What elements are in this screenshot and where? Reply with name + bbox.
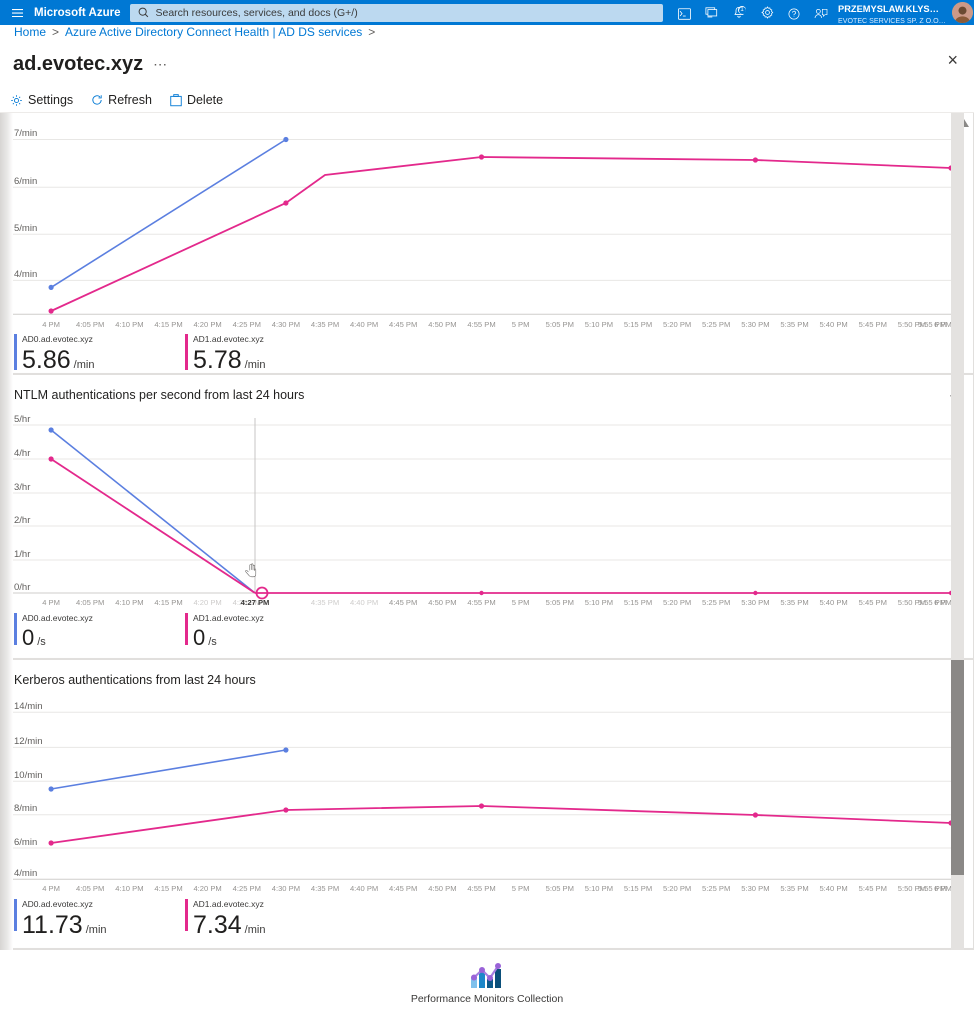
svg-text:5:45 PM: 5:45 PM xyxy=(859,598,887,607)
svg-text:4:15 PM: 4:15 PM xyxy=(154,320,182,329)
svg-text:4/hr: 4/hr xyxy=(14,448,30,459)
svg-text:4:55 PM: 4:55 PM xyxy=(467,320,495,329)
svg-text:4:05 PM: 4:05 PM xyxy=(76,320,104,329)
svg-text:4:55 PM: 4:55 PM xyxy=(467,598,495,607)
svg-text:4:05 PM: 4:05 PM xyxy=(76,598,104,607)
svg-text:4 PM: 4 PM xyxy=(42,320,60,329)
svg-text:4 PM: 4 PM xyxy=(42,598,60,607)
svg-text:5:15 PM: 5:15 PM xyxy=(624,320,652,329)
svg-text:4:10 PM: 4:10 PM xyxy=(115,884,143,893)
svg-text:4:20 PM: 4:20 PM xyxy=(193,320,221,329)
svg-text:6 PM: 6 PM xyxy=(934,320,952,329)
svg-text:5:25 PM: 5:25 PM xyxy=(702,884,730,893)
svg-text:5:10 PM: 5:10 PM xyxy=(585,320,613,329)
svg-text:4:45 PM: 4:45 PM xyxy=(389,884,417,893)
svg-text:6/min: 6/min xyxy=(14,837,37,848)
svg-text:5:25 PM: 5:25 PM xyxy=(702,598,730,607)
svg-text:4:40 PM: 4:40 PM xyxy=(350,884,378,893)
svg-text:5/hr: 5/hr xyxy=(14,414,30,425)
svg-text:5:40 PM: 5:40 PM xyxy=(819,598,847,607)
svg-text:4:30 PM: 4:30 PM xyxy=(272,320,300,329)
svg-text:12/min: 12/min xyxy=(14,736,43,747)
svg-text:5 PM: 5 PM xyxy=(512,884,530,893)
svg-text:7/min: 7/min xyxy=(14,128,37,139)
svg-text:5:10 PM: 5:10 PM xyxy=(585,598,613,607)
svg-text:4:15 PM: 4:15 PM xyxy=(154,598,182,607)
svg-text:4:25 PM: 4:25 PM xyxy=(233,884,261,893)
svg-text:6 PM: 6 PM xyxy=(934,884,952,893)
svg-text:6/min: 6/min xyxy=(14,176,37,187)
svg-text:4:15 PM: 4:15 PM xyxy=(154,884,182,893)
svg-text:5:35 PM: 5:35 PM xyxy=(780,884,808,893)
svg-text:4:35 PM: 4:35 PM xyxy=(311,884,339,893)
svg-text:4 PM: 4 PM xyxy=(42,884,60,893)
svg-text:5 PM: 5 PM xyxy=(512,598,530,607)
svg-text:5 PM: 5 PM xyxy=(512,320,530,329)
svg-text:5:30 PM: 5:30 PM xyxy=(741,598,769,607)
svg-text:4:55 PM: 4:55 PM xyxy=(467,884,495,893)
svg-text:4:50 PM: 4:50 PM xyxy=(428,598,456,607)
svg-text:4:20 PM: 4:20 PM xyxy=(193,598,221,607)
svg-text:0/hr: 0/hr xyxy=(14,582,30,593)
svg-text:4:40 PM: 4:40 PM xyxy=(350,598,378,607)
svg-text:5:10 PM: 5:10 PM xyxy=(585,884,613,893)
svg-text:5/min: 5/min xyxy=(14,223,37,234)
svg-text:4/min: 4/min xyxy=(14,868,37,879)
svg-text:5:15 PM: 5:15 PM xyxy=(624,884,652,893)
svg-text:2/hr: 2/hr xyxy=(14,515,30,526)
svg-text:5:30 PM: 5:30 PM xyxy=(741,884,769,893)
svg-text:3/hr: 3/hr xyxy=(14,482,30,493)
svg-text:1/hr: 1/hr xyxy=(14,549,30,560)
svg-text:4:20 PM: 4:20 PM xyxy=(193,884,221,893)
svg-text:4:10 PM: 4:10 PM xyxy=(115,598,143,607)
svg-text:4:10 PM: 4:10 PM xyxy=(115,320,143,329)
svg-text:14/min: 14/min xyxy=(14,701,43,712)
svg-text:5:40 PM: 5:40 PM xyxy=(819,884,847,893)
svg-text:10/min: 10/min xyxy=(14,770,43,781)
svg-text:4:30 PM: 4:30 PM xyxy=(272,884,300,893)
svg-text:5:05 PM: 5:05 PM xyxy=(546,598,574,607)
svg-text:6 PM: 6 PM xyxy=(934,598,952,607)
svg-text:4/min: 4/min xyxy=(14,269,37,280)
svg-text:5:05 PM: 5:05 PM xyxy=(546,320,574,329)
svg-text:4:27 PM: 4:27 PM xyxy=(241,598,270,607)
svg-text:5:30 PM: 5:30 PM xyxy=(741,320,769,329)
svg-text:4:05 PM: 4:05 PM xyxy=(76,884,104,893)
svg-text:4:50 PM: 4:50 PM xyxy=(428,884,456,893)
svg-text:5:20 PM: 5:20 PM xyxy=(663,320,691,329)
svg-text:5:15 PM: 5:15 PM xyxy=(624,598,652,607)
svg-text:5:35 PM: 5:35 PM xyxy=(780,320,808,329)
svg-text:4:45 PM: 4:45 PM xyxy=(389,320,417,329)
svg-text:5:45 PM: 5:45 PM xyxy=(859,884,887,893)
svg-text:5:20 PM: 5:20 PM xyxy=(663,884,691,893)
svg-text:4:45 PM: 4:45 PM xyxy=(389,598,417,607)
svg-text:5:25 PM: 5:25 PM xyxy=(702,320,730,329)
svg-text:4:35 PM: 4:35 PM xyxy=(311,598,339,607)
svg-text:4:40 PM: 4:40 PM xyxy=(350,320,378,329)
svg-text:4:50 PM: 4:50 PM xyxy=(428,320,456,329)
svg-text:4:25 PM: 4:25 PM xyxy=(233,320,261,329)
svg-text:8/min: 8/min xyxy=(14,803,37,814)
svg-text:5:20 PM: 5:20 PM xyxy=(663,598,691,607)
svg-text:4:35 PM: 4:35 PM xyxy=(311,320,339,329)
svg-text:5:35 PM: 5:35 PM xyxy=(780,598,808,607)
svg-text:5:40 PM: 5:40 PM xyxy=(819,320,847,329)
svg-text:5:45 PM: 5:45 PM xyxy=(859,320,887,329)
svg-text:5:05 PM: 5:05 PM xyxy=(546,884,574,893)
